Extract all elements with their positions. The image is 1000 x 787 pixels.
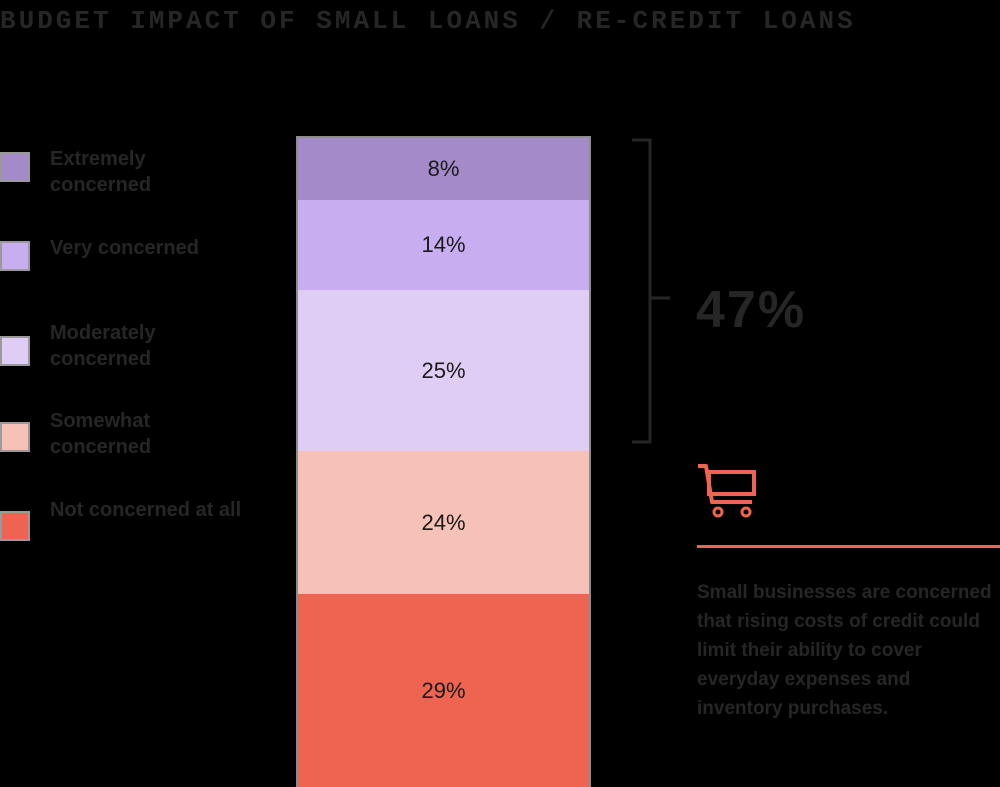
legend-swatch <box>0 511 30 541</box>
segment-value: 8% <box>427 156 460 181</box>
segment-value: 29% <box>421 677 466 703</box>
legend-swatch <box>0 336 30 366</box>
bar-segment-moderately-concerned: 25% <box>298 290 589 451</box>
bracket-icon <box>632 138 670 444</box>
divider <box>697 545 1000 548</box>
legend-label: Moderately concerned <box>50 322 156 370</box>
bracket-total: 47% <box>696 281 807 339</box>
segment-value: 14% <box>421 232 466 257</box>
legend-swatch <box>0 241 30 271</box>
note-text: Small businesses are concerned that risi… <box>697 582 992 719</box>
chart-title: BUDGET IMPACT OF SMALL LOANS / RE-CREDIT… <box>0 6 856 36</box>
bar-segment-somewhat-concerned: 24% <box>298 451 589 594</box>
shopping-cart-icon <box>696 462 760 520</box>
legend-label: Extremely concerned <box>50 148 152 196</box>
bar-segment-extremely-concerned: 8% <box>298 138 589 200</box>
segment-value: 24% <box>421 509 466 535</box>
legend-swatch <box>0 422 30 452</box>
legend-swatch <box>0 152 30 182</box>
stacked-bar: 8% 14% 25% 24% 29% <box>296 136 591 787</box>
bar-segment-not-concerned: 29% <box>298 594 589 787</box>
legend-label: Somewhat concerned <box>50 410 152 458</box>
legend-label: Not concerned at all <box>50 499 242 521</box>
bar-segment-very-concerned: 14% <box>298 200 589 290</box>
segment-value: 25% <box>421 357 466 383</box>
legend-label: Very concerned <box>50 237 199 259</box>
